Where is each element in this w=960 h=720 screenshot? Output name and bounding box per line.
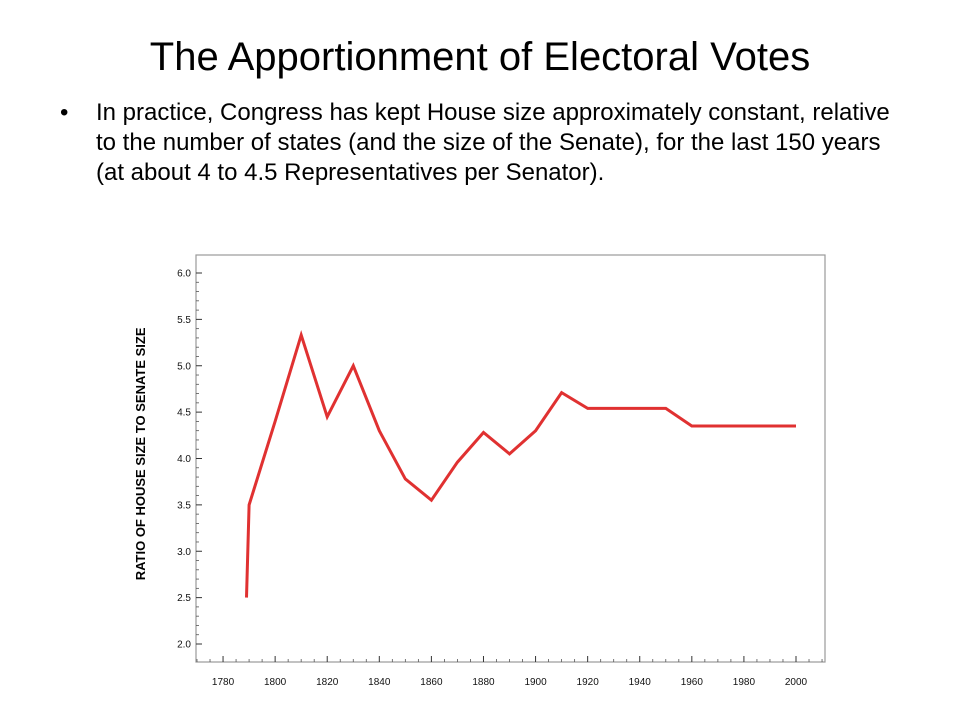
x-tick-label: 1820 (316, 677, 339, 688)
y-tick-label: 3.5 (177, 500, 191, 511)
y-tick-label: 2.5 (177, 593, 191, 604)
x-tick-label: 1800 (264, 677, 287, 688)
plot-border (195, 254, 826, 663)
x-tick-label: 2000 (785, 677, 808, 688)
x-axis: 1780 1800 1820 1840 1860 1880 1900 1920 1940 1960… (196, 656, 823, 688)
x-tick-label: 1840 (368, 677, 391, 688)
y-tick-label: 5.5 (177, 315, 191, 326)
y-tick-label: 4.5 (177, 408, 191, 419)
series-layer (245, 330, 796, 598)
x-tick-label: 1900 (524, 677, 547, 688)
y-tick-label: 2.0 (177, 640, 191, 651)
x-tick-label: 1980 (733, 677, 756, 688)
y-tick-label: 6.0 (177, 269, 191, 280)
y-axis: 2.0 2.5 3.0 3.5 4.0 4.5 5.0 5.5 6.0 (177, 269, 202, 651)
bullet-text: In practice, Congress has kept House siz… (96, 99, 890, 186)
x-tick-label: 1780 (212, 677, 235, 688)
bullet-marker: • (60, 99, 69, 126)
x-tick-label: 1940 (629, 677, 652, 688)
x-tick-label: 1860 (420, 677, 443, 688)
x-tick-label: 1920 (577, 677, 600, 688)
x-tick-label: 1960 (681, 677, 704, 688)
plot-frame (195, 254, 826, 663)
x-tick-label: 1880 (472, 677, 495, 688)
y-axis-label: RATIO OF HOUSE SIZE TO SENATE SIZE (133, 327, 148, 580)
slide-title: The Apportionment of Electoral Votes (149, 35, 811, 79)
y-tick-label: 5.0 (177, 361, 191, 372)
y-tick-label: 3.0 (177, 547, 191, 558)
series-line (245, 330, 796, 598)
y-tick-label: 4.0 (177, 454, 191, 465)
